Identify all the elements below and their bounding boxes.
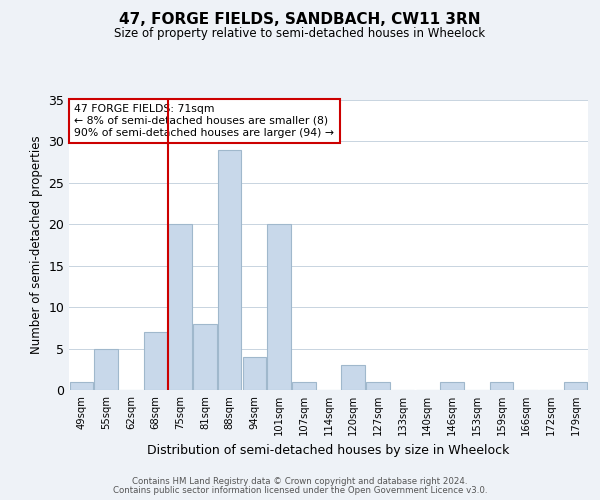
Text: 47, FORGE FIELDS, SANDBACH, CW11 3RN: 47, FORGE FIELDS, SANDBACH, CW11 3RN [119, 12, 481, 28]
Bar [70, 382, 93, 390]
Bar [94, 348, 118, 390]
Bar [490, 382, 513, 390]
Bar [169, 224, 192, 390]
Text: Size of property relative to semi-detached houses in Wheelock: Size of property relative to semi-detach… [115, 28, 485, 40]
Bar [366, 382, 389, 390]
Text: Contains public sector information licensed under the Open Government Licence v3: Contains public sector information licen… [113, 486, 487, 495]
Bar [193, 324, 217, 390]
Y-axis label: Number of semi-detached properties: Number of semi-detached properties [30, 136, 43, 354]
Bar [440, 382, 464, 390]
Text: Contains HM Land Registry data © Crown copyright and database right 2024.: Contains HM Land Registry data © Crown c… [132, 477, 468, 486]
Bar [242, 357, 266, 390]
Bar [218, 150, 241, 390]
Bar [268, 224, 291, 390]
Bar [341, 365, 365, 390]
Bar [292, 382, 316, 390]
Bar [564, 382, 587, 390]
Text: 47 FORGE FIELDS: 71sqm
← 8% of semi-detached houses are smaller (8)
90% of semi-: 47 FORGE FIELDS: 71sqm ← 8% of semi-deta… [74, 104, 334, 138]
Bar [144, 332, 167, 390]
X-axis label: Distribution of semi-detached houses by size in Wheelock: Distribution of semi-detached houses by … [148, 444, 509, 456]
